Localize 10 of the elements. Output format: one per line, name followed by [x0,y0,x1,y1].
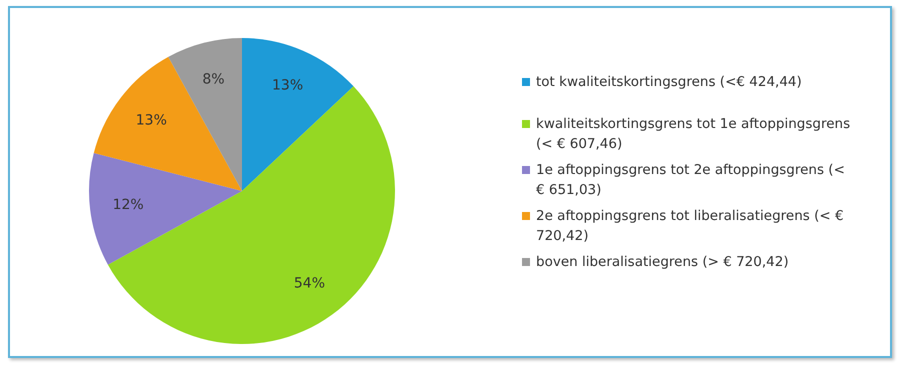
legend-label: 1e aftoppingsgrens tot 2e aftoppingsgrens (< € 651,03) [536,162,845,198]
data-label: 54% [294,275,326,292]
legend-label: 2e aftoppingsgrens tot liberalisatiegrens (< € 720,42) [536,208,844,244]
data-label: 13% [136,112,167,128]
legend-label: boven liberalisatiegrens (> € 720,42) [536,254,789,270]
legend-label: kwaliteitskortingsgrens tot 1e aftoppingsgrens (< € 607,46) [536,116,850,152]
data-label: 12% [112,197,144,214]
legend-label: tot kwaliteitskortingsgrens (<€ 424,44) [536,74,802,90]
data-label: 13% [272,77,304,94]
data-label: 8% [202,71,225,88]
